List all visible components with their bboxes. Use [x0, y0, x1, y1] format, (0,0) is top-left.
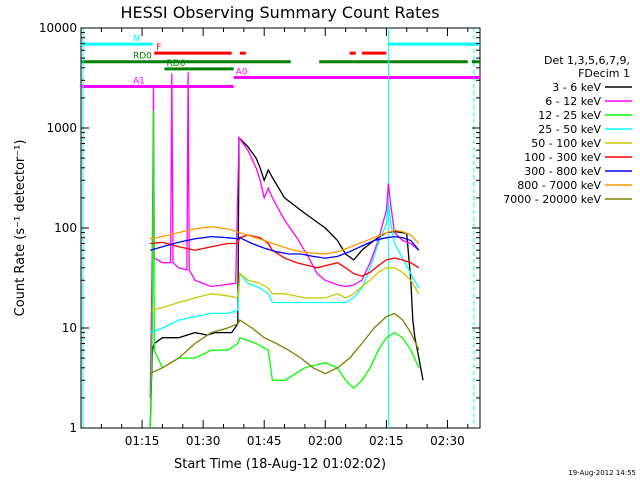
- x-tick-label: 01:45: [247, 434, 282, 448]
- legend-label-100-300-kev: 100 - 300 keV: [524, 151, 601, 164]
- x-tick-label: 02:30: [430, 434, 465, 448]
- y-tick-label: 1: [69, 421, 77, 435]
- series-25-50-kev: [149, 202, 420, 334]
- series-6-12-kev: [149, 72, 420, 398]
- x-tick-label: 02:15: [369, 434, 404, 448]
- legend-label-50-100-kev: 50 - 100 keV: [531, 137, 601, 150]
- footer-timestamp: 19-Aug-2012 14:55: [568, 469, 636, 477]
- y-axis-ticks: 1 10 100 1000 10000: [39, 21, 480, 435]
- flag-a0-label: A0: [236, 67, 248, 77]
- series-7000-20000-kev: [149, 312, 420, 375]
- legend-label-25-50-kev: 25 - 50 keV: [538, 123, 601, 136]
- flag-n-label: N: [133, 34, 140, 44]
- y-tick-label: 100: [54, 221, 77, 235]
- legend-label-800-7000-kev: 800 - 7000 keV: [517, 179, 601, 192]
- flag-a1-label: A1: [133, 77, 145, 87]
- series-12-25-kev: [149, 110, 420, 429]
- x-axis-label: Start Time (18-Aug-12 01:02:02): [174, 457, 386, 472]
- legend-label-12-25-kev: 12 - 25 keV: [538, 109, 601, 122]
- series-3-6-kev: [149, 136, 424, 429]
- legend-label-6-12-kev: 6 - 12 keV: [545, 95, 601, 108]
- legend-header-1: Det 1,3,5,6,7,9,: [544, 54, 630, 67]
- x-axis-ticks: 01:15 01:30 01:45 02:00 02:15 02:30: [100, 28, 469, 448]
- series-800-7000-kev: [150, 226, 420, 255]
- x-tick-label: 02:00: [308, 434, 343, 448]
- flag-f-label: F: [156, 43, 161, 53]
- y-tick-label: 1000: [46, 121, 77, 135]
- series-50-100-kev: [150, 267, 420, 312]
- flag-bars: N F RD0 RD6 A0 A1: [81, 34, 480, 89]
- legend-label-300-800-kev: 300 - 800 keV: [524, 165, 601, 178]
- flag-rd6-label: RD6: [166, 59, 185, 69]
- legend-label-3-6-kev: 3 - 6 keV: [552, 81, 601, 94]
- legend-header-2: FDecim 1: [578, 67, 630, 80]
- x-tick-label: 01:30: [186, 434, 221, 448]
- y-tick-label: 10000: [39, 21, 77, 35]
- chart-title: HESSI Observing Summary Count Rates: [120, 3, 439, 22]
- y-tick-label: 10: [62, 321, 77, 335]
- legend-label-7000-20000-kev: 7000 - 20000 keV: [503, 193, 601, 206]
- series-300-800-kev: [150, 235, 420, 259]
- series-lines: [149, 72, 424, 429]
- flag-rd0-label: RD0: [133, 52, 152, 62]
- series-100-300-kev: [150, 234, 420, 277]
- x-tick-label: 01:15: [125, 434, 160, 448]
- y-axis-label: Count Rate (s⁻¹ detector⁻¹): [13, 140, 28, 317]
